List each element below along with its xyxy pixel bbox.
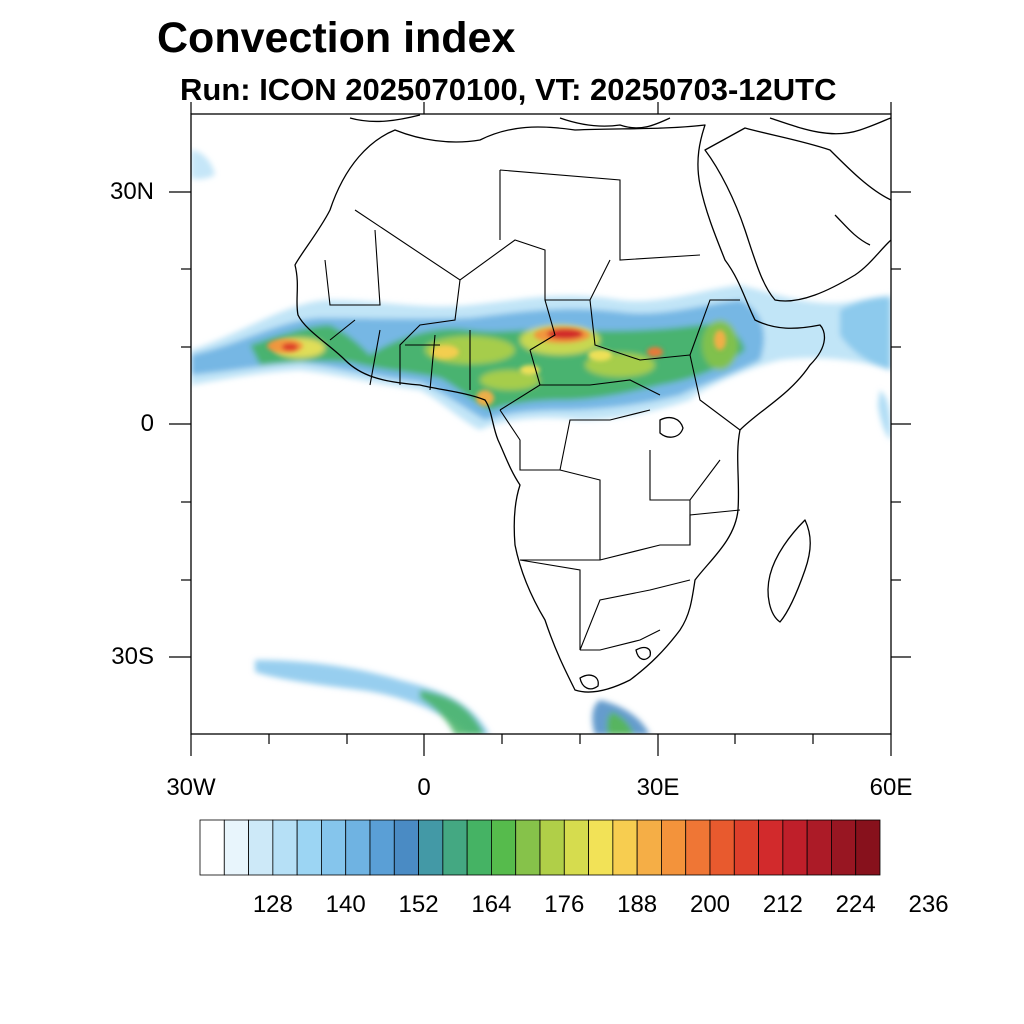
map-subtitle: Run: ICON 2025070100, VT: 20250703-12UTC: [180, 72, 837, 107]
lat-label-30n: 30N: [109, 178, 154, 205]
axis-ticks: [169, 102, 911, 756]
convection-field: [191, 150, 891, 734]
lat-label-30s: 30S: [111, 643, 154, 670]
lon-label-0: 0: [417, 774, 431, 801]
lon-label-30w: 30W: [166, 774, 216, 801]
convection-hotspots: [267, 327, 726, 406]
map-title: Convection index: [157, 14, 516, 62]
lat-label-0: 0: [140, 410, 154, 437]
plot-frame: [190, 113, 892, 735]
lon-label-60e: 60E: [869, 774, 913, 801]
lon-label-30e: 30E: [636, 774, 680, 801]
country-borders: [324, 169, 741, 651]
